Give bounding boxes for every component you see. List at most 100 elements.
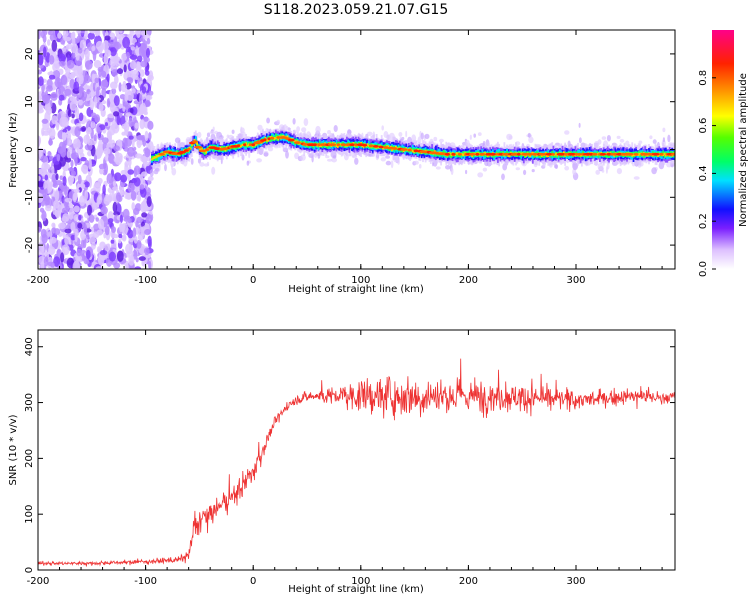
noise-cell: [109, 32, 116, 40]
noise-cell: [84, 60, 93, 70]
noise-cell: [113, 95, 120, 107]
ridge-halo-cell: [606, 135, 611, 142]
noise-cell: [143, 40, 148, 49]
ridge-halo-cell: [347, 129, 352, 135]
ridge-halo-cell: [633, 176, 640, 180]
ridge-cell: [632, 153, 635, 157]
ridge-halo-cell: [411, 134, 417, 143]
spectrogram-x-tick-label: 200: [459, 275, 478, 286]
ridge-halo-cell: [651, 167, 657, 175]
ridge-halo-cell: [206, 132, 211, 138]
noise-cell: [134, 266, 142, 269]
noise-cell: [108, 179, 113, 184]
noise-cell: [78, 99, 83, 106]
ridge-peak-cell: [475, 152, 480, 156]
ridge-cell: [450, 153, 453, 157]
ridge-peak-cell: [626, 152, 634, 156]
ridge-halo-cell: [638, 140, 643, 144]
ridge-peak-cell: [538, 152, 548, 156]
noise-cell: [118, 82, 122, 92]
ridge-halo-cell: [473, 133, 477, 138]
noise-cell: [75, 254, 83, 262]
ridge-peak-cell: [221, 147, 229, 151]
ridge-peak-cell: [570, 152, 576, 156]
noise-cell: [77, 222, 83, 229]
ridge-halo-cell: [435, 166, 441, 170]
noise-cell: [40, 30, 45, 39]
colorbar-label: Normalized spectral amplitude: [738, 73, 749, 227]
noise-cell: [67, 175, 75, 184]
noise-cell: [121, 53, 128, 61]
noise-cell: [99, 168, 104, 175]
ridge-halo-cell: [246, 160, 250, 166]
noise-cell: [65, 44, 70, 50]
noise-cell: [79, 39, 87, 51]
noise-cell: [136, 135, 144, 140]
noise-cell: [71, 148, 76, 160]
ridge-cell: [531, 151, 534, 155]
ridge-halo-cell: [616, 135, 621, 139]
ridge-halo-cell: [333, 125, 338, 132]
ridge-halo-cell: [405, 130, 408, 138]
noise-cell: [86, 232, 90, 240]
ridge-halo-cell: [597, 162, 604, 171]
ridge-halo-cell: [601, 169, 605, 173]
noise-cell: [120, 174, 127, 183]
noise-cell: [144, 69, 150, 76]
ridge-cell: [637, 153, 640, 156]
noise-cell: [140, 201, 148, 214]
noise-cell: [82, 96, 87, 102]
noise-cell: [146, 196, 152, 208]
ridge-cell: [391, 148, 393, 152]
ridge-cell: [269, 136, 272, 142]
ridge-halo-cell: [595, 169, 600, 175]
ridge-halo-cell: [240, 127, 245, 134]
noise-cell: [64, 187, 68, 196]
noise-cell: [58, 61, 66, 67]
noise-cell: [86, 89, 90, 95]
ridge-peak-cell: [340, 143, 347, 147]
ridge-halo-cell: [531, 169, 535, 173]
noise-cell: [54, 77, 62, 88]
ridge-cell: [507, 154, 510, 157]
noise-cell: [38, 76, 44, 87]
ridge-cell: [457, 152, 459, 155]
ridge-halo-cell: [477, 172, 484, 178]
noise-cell: [72, 260, 80, 269]
noise-cell: [91, 45, 96, 52]
ridge-peak-cell: [413, 149, 419, 153]
noise-cell: [47, 71, 54, 76]
ridge-cell: [413, 150, 415, 153]
noise-cell: [69, 101, 77, 111]
ridge-cell: [547, 154, 550, 158]
noise-cell: [140, 36, 143, 42]
ridge-halo-cell: [597, 139, 602, 145]
noise-cell: [132, 227, 137, 239]
noise-cell: [77, 47, 83, 54]
ridge-halo-cell: [149, 169, 154, 177]
ridge-peak-cell: [198, 149, 207, 153]
ridge-halo-cell: [285, 150, 289, 159]
ridge-halo-cell: [523, 169, 527, 176]
noise-cell: [127, 169, 135, 175]
ridge-peak-cell: [610, 152, 614, 156]
noise-cell: [124, 129, 129, 136]
noise-cell: [124, 161, 129, 168]
ridge-cell: [508, 154, 511, 158]
noise-cell: [42, 95, 51, 104]
ridge-halo-cell: [292, 118, 296, 125]
ridge-cell: [356, 144, 359, 147]
ridge-cell: [577, 150, 579, 156]
ridge-cell: [362, 145, 365, 149]
noise-cell: [94, 77, 99, 84]
noise-cell: [56, 121, 60, 131]
noise-cell: [51, 115, 58, 125]
noise-cell: [61, 132, 67, 141]
ridge-cell: [316, 144, 319, 147]
ridge-halo-cell: [331, 157, 337, 163]
noise-cell: [131, 88, 136, 94]
ridge-peak-cell: [187, 147, 191, 151]
noise-cell: [94, 96, 98, 108]
noise-cell: [145, 95, 153, 101]
noise-cell: [90, 122, 96, 129]
